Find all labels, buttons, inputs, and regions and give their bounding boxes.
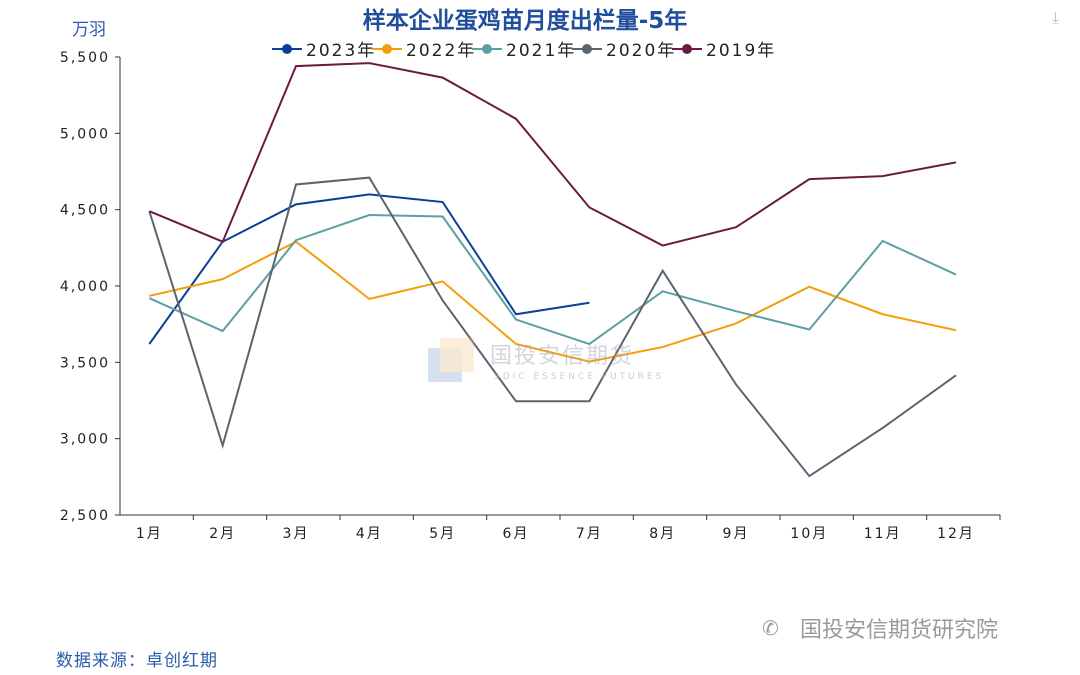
legend-label: 2021年	[506, 41, 576, 61]
legend-item: 2019年	[672, 41, 776, 61]
y-tick-label: 4,500	[60, 203, 110, 219]
y-axis-unit: 万羽	[72, 20, 106, 40]
series-line-2021年	[148, 214, 957, 346]
y-tick-label: 4,000	[60, 279, 110, 295]
chart-title: 样本企业蛋鸡苗月度出栏量-5年	[363, 7, 688, 34]
legend-label: 2022年	[406, 41, 476, 61]
x-tick-label: 12月	[937, 526, 975, 542]
legend-label: 2020年	[606, 41, 676, 61]
x-tick-label: 5月	[429, 526, 456, 542]
x-tick-label: 4月	[356, 526, 383, 542]
legend-item: 2021年	[472, 41, 576, 61]
legend-marker	[582, 44, 592, 54]
x-tick-label: 10月	[790, 526, 828, 542]
legend-marker	[282, 44, 292, 54]
legend-label: 2019年	[706, 41, 776, 61]
watermark-text: 国投安信期货	[490, 344, 635, 369]
legend-item: 2020年	[572, 41, 676, 61]
legend-marker	[382, 44, 392, 54]
wechat-icon: ✆	[762, 616, 779, 640]
series-line-2019年	[148, 62, 957, 247]
data-source: 数据来源：卓创红期	[56, 651, 218, 671]
legend-label: 2023年	[306, 41, 376, 61]
legend-item: 2022年	[372, 41, 476, 61]
x-tick-label: 7月	[576, 526, 603, 542]
legend-marker	[482, 44, 492, 54]
y-tick-label: 3,000	[60, 432, 110, 448]
brand-name: 国投安信期货研究院	[800, 618, 999, 643]
legend-item: 2023年	[272, 41, 376, 61]
y-tick-label: 5,500	[60, 50, 110, 66]
watermark-logo	[428, 338, 474, 388]
y-tick-label: 3,500	[60, 355, 110, 371]
watermark-subtext: SDIC ESSENCE FUTURES	[494, 372, 665, 382]
series-line-2022年	[149, 240, 957, 363]
x-tick-label: 1月	[136, 526, 163, 542]
series-line-2020年	[148, 176, 957, 478]
download-icon[interactable]: ⤓	[1052, 8, 1060, 27]
axes: 2,500 3,000 3,500 4,000 4,500 5,000 5,500 1月 2月 3…	[60, 50, 1001, 542]
series-lines	[148, 62, 957, 478]
x-tick-label: 3月	[283, 526, 310, 542]
x-tick-label: 11月	[864, 526, 902, 542]
y-tick-label: 5,000	[60, 126, 110, 142]
y-tick-label: 2,500	[60, 508, 110, 524]
x-tick-label: 9月	[723, 526, 750, 542]
legend-marker	[682, 44, 692, 54]
x-tick-label: 6月	[503, 526, 530, 542]
legend: 2023年 2022年 2021年 2020年 2019年	[272, 41, 776, 61]
x-tick-label: 2月	[209, 526, 236, 542]
x-tick-label: 8月	[649, 526, 676, 542]
